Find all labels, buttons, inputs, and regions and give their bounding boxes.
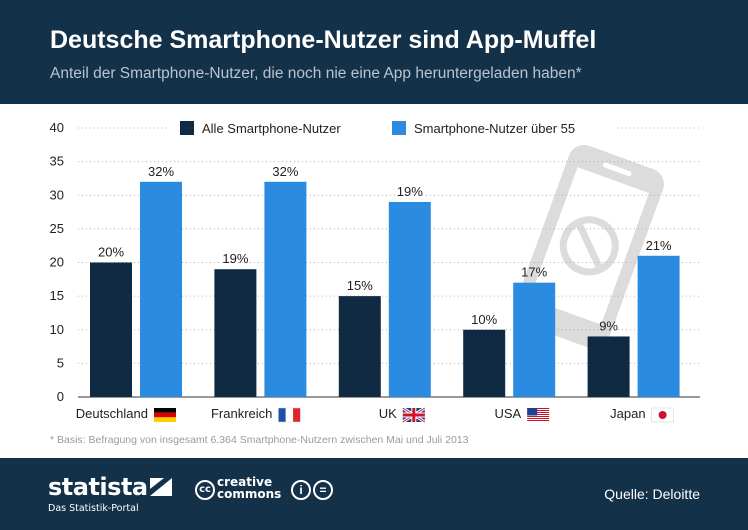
data-label: 19% bbox=[397, 184, 423, 199]
no-sign-circle bbox=[559, 216, 619, 276]
legend-label: Smartphone-Nutzer über 55 bbox=[414, 121, 575, 136]
cc-text: creative commons bbox=[217, 476, 281, 500]
x-tick-label: UK bbox=[379, 406, 397, 421]
source-label: Quelle: Deloitte bbox=[604, 486, 700, 502]
y-tick-label: 30 bbox=[50, 187, 64, 202]
data-label: 10% bbox=[471, 312, 497, 327]
y-tick-label: 35 bbox=[50, 154, 64, 169]
y-tick-label: 5 bbox=[57, 355, 64, 370]
y-tick-label: 40 bbox=[50, 120, 64, 135]
x-tick-label: Japan bbox=[610, 406, 645, 421]
x-tick-label: USA bbox=[494, 406, 521, 421]
no-sign-bar bbox=[575, 221, 604, 271]
data-label: 20% bbox=[98, 245, 124, 260]
bar bbox=[463, 329, 506, 397]
y-tick-label: 15 bbox=[50, 288, 64, 303]
data-label: 32% bbox=[272, 164, 298, 179]
data-label: 32% bbox=[148, 164, 174, 179]
france-flag bbox=[278, 407, 301, 423]
japan-flag bbox=[651, 407, 674, 423]
phone-speaker bbox=[602, 162, 632, 177]
cc-text-line2: commons bbox=[217, 487, 282, 501]
statista-logo[interactable]: statista bbox=[48, 473, 148, 501]
y-tick-label: 10 bbox=[50, 322, 64, 337]
bar bbox=[338, 296, 381, 397]
usa-flag bbox=[527, 408, 550, 422]
data-label: 17% bbox=[521, 265, 547, 280]
germany-flag bbox=[154, 408, 176, 422]
data-label: 21% bbox=[646, 238, 672, 253]
footnote: * Basis: Befragung von insgesamt 6.364 S… bbox=[50, 434, 469, 446]
y-tick-label: 0 bbox=[57, 389, 64, 404]
bar bbox=[140, 181, 182, 397]
statista-tagline: Das Statistik-Portal bbox=[48, 503, 139, 514]
cc-text-line1: creative bbox=[217, 475, 273, 489]
legend: Alle Smartphone-Nutzer Smartphone-Nutzer … bbox=[170, 118, 618, 138]
bar bbox=[513, 282, 556, 397]
attribution-icon: i bbox=[291, 480, 311, 500]
data-label: 19% bbox=[222, 251, 248, 266]
chart-title: Deutsche Smartphone-Nutzer sind App-Muff… bbox=[50, 26, 597, 54]
data-label: 9% bbox=[599, 318, 618, 333]
bar bbox=[214, 269, 257, 397]
bar bbox=[90, 262, 132, 397]
header-banner: Deutsche Smartphone-Nutzer sind App-Muff… bbox=[0, 0, 748, 104]
cc-icon: cc bbox=[195, 480, 215, 500]
bar-chart: 0 5 10 15 20 25 30 35 40 Alle Smartphone-Nutzer Sm… bbox=[50, 118, 700, 424]
statista-logo-icon bbox=[150, 478, 172, 496]
y-tick-label: 25 bbox=[50, 221, 64, 236]
bar bbox=[637, 255, 680, 397]
chart-subtitle: Anteil der Smartphone-Nutzer, die noch n… bbox=[50, 65, 582, 82]
no-derivatives-icon: = bbox=[313, 480, 333, 500]
legend-swatch bbox=[392, 121, 406, 135]
bar bbox=[388, 201, 431, 397]
x-tick-label: Frankreich bbox=[211, 406, 272, 421]
footer-banner: statista Das Statistik-Portal cc creativ… bbox=[0, 458, 748, 530]
data-label: 15% bbox=[347, 278, 373, 293]
y-tick-label: 20 bbox=[50, 255, 64, 270]
legend-swatch bbox=[180, 121, 194, 135]
x-tick-label: Deutschland bbox=[76, 406, 148, 421]
uk-flag bbox=[401, 406, 426, 424]
legend-label: Alle Smartphone-Nutzer bbox=[202, 121, 341, 136]
bar bbox=[264, 181, 307, 397]
bar bbox=[587, 336, 630, 397]
